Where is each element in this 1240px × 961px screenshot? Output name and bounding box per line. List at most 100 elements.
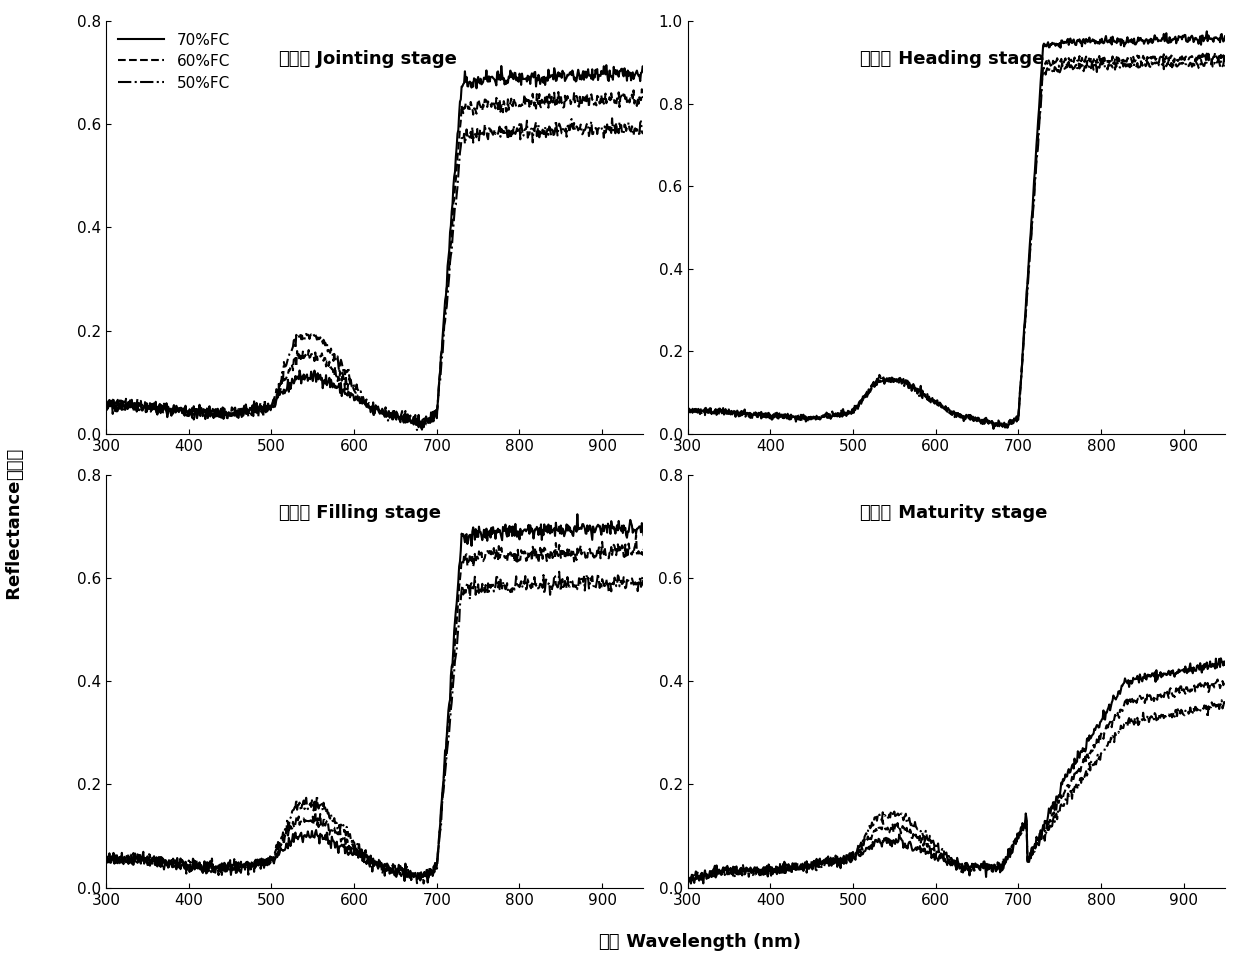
- 60%FC: [851, 840, 866, 851]
- 50%FC: [193, 403, 208, 414]
- Text: 反射率: 反射率: [6, 448, 24, 480]
- 60%FC: [99, 853, 114, 865]
- 70%FC: [570, 508, 585, 520]
- Line: 70%FC: 70%FC: [688, 658, 1225, 883]
- 50%FC: [578, 584, 593, 596]
- 70%FC: [1158, 668, 1173, 679]
- 70%FC: [420, 876, 435, 888]
- 70%FC: [599, 60, 614, 71]
- Line: 60%FC: 60%FC: [688, 53, 1225, 428]
- 70%FC: [1218, 658, 1233, 670]
- 70%FC: [1001, 422, 1016, 433]
- 60%FC: [629, 530, 644, 541]
- 60%FC: [681, 407, 696, 419]
- 60%FC: [136, 399, 151, 410]
- 70%FC: [718, 406, 733, 417]
- 60%FC: [1210, 674, 1225, 685]
- 50%FC: [409, 424, 424, 435]
- 60%FC: [636, 543, 651, 554]
- 50%FC: [99, 400, 114, 411]
- 60%FC: [775, 410, 790, 422]
- 50%FC: [683, 877, 698, 889]
- 60%FC: [193, 410, 208, 422]
- 60%FC: [1158, 53, 1173, 64]
- 50%FC: [268, 844, 283, 855]
- Text: 抽稗期: 抽稗期: [859, 50, 892, 68]
- 50%FC: [99, 853, 114, 865]
- 70%FC: [99, 398, 114, 409]
- 70%FC: [711, 404, 725, 415]
- 60%FC: [129, 398, 144, 409]
- 70%FC: [1218, 31, 1233, 42]
- Line: 50%FC: 50%FC: [107, 572, 644, 880]
- 70%FC: [851, 847, 866, 858]
- 70%FC: [129, 399, 144, 410]
- Line: 50%FC: 50%FC: [688, 58, 1225, 429]
- 60%FC: [577, 94, 591, 106]
- Line: 60%FC: 60%FC: [107, 89, 644, 429]
- Line: 70%FC: 70%FC: [107, 514, 644, 882]
- 60%FC: [636, 92, 651, 104]
- 60%FC: [849, 402, 864, 413]
- 70%FC: [136, 846, 151, 857]
- 70%FC: [208, 407, 223, 418]
- 50%FC: [851, 842, 866, 853]
- 70%FC: [775, 860, 790, 872]
- 70%FC: [791, 863, 806, 875]
- 50%FC: [636, 580, 651, 592]
- 70%FC: [681, 406, 696, 417]
- 50%FC: [711, 404, 725, 415]
- Text: Jointing stage: Jointing stage: [310, 50, 458, 68]
- Text: Maturity stage: Maturity stage: [892, 504, 1048, 522]
- 70%FC: [775, 408, 790, 420]
- 50%FC: [193, 863, 208, 875]
- 50%FC: [268, 389, 283, 401]
- Text: Reflectance: Reflectance: [6, 480, 24, 605]
- 70%FC: [268, 852, 283, 864]
- 70%FC: [577, 74, 591, 86]
- Legend: 70%FC, 60%FC, 50%FC: 70%FC, 60%FC, 50%FC: [114, 29, 234, 95]
- 70%FC: [208, 862, 223, 874]
- 60%FC: [1218, 678, 1233, 689]
- 50%FC: [129, 401, 144, 412]
- 50%FC: [1214, 695, 1229, 706]
- 60%FC: [99, 403, 114, 414]
- 70%FC: [414, 424, 429, 435]
- 50%FC: [1218, 698, 1233, 709]
- Line: 60%FC: 60%FC: [107, 535, 644, 883]
- 60%FC: [687, 877, 702, 889]
- 70%FC: [1199, 26, 1214, 37]
- 50%FC: [552, 566, 567, 578]
- 70%FC: [1158, 34, 1173, 45]
- 50%FC: [681, 875, 696, 886]
- 60%FC: [1208, 47, 1223, 59]
- 60%FC: [414, 423, 429, 434]
- 70%FC: [711, 868, 725, 879]
- 50%FC: [1158, 58, 1173, 69]
- 60%FC: [635, 84, 650, 95]
- 70%FC: [849, 401, 864, 412]
- 50%FC: [791, 866, 806, 877]
- 50%FC: [1158, 711, 1173, 723]
- Line: 70%FC: 70%FC: [688, 32, 1225, 428]
- 60%FC: [208, 860, 223, 872]
- 60%FC: [208, 406, 223, 417]
- 60%FC: [718, 407, 733, 419]
- Line: 50%FC: 50%FC: [107, 118, 644, 430]
- 60%FC: [1158, 685, 1173, 697]
- 50%FC: [711, 869, 725, 880]
- 50%FC: [136, 403, 151, 414]
- 60%FC: [718, 863, 733, 875]
- Text: Filling stage: Filling stage: [310, 504, 441, 522]
- 70%FC: [681, 875, 696, 887]
- 60%FC: [790, 412, 805, 424]
- 50%FC: [681, 405, 696, 416]
- 60%FC: [268, 845, 283, 856]
- 70%FC: [696, 877, 711, 889]
- Text: 拔节期: 拔节期: [278, 50, 310, 68]
- 70%FC: [578, 523, 593, 534]
- Text: 成熟期: 成熟期: [859, 504, 892, 522]
- 50%FC: [775, 410, 790, 422]
- Line: 60%FC: 60%FC: [688, 679, 1225, 883]
- 50%FC: [1218, 61, 1233, 72]
